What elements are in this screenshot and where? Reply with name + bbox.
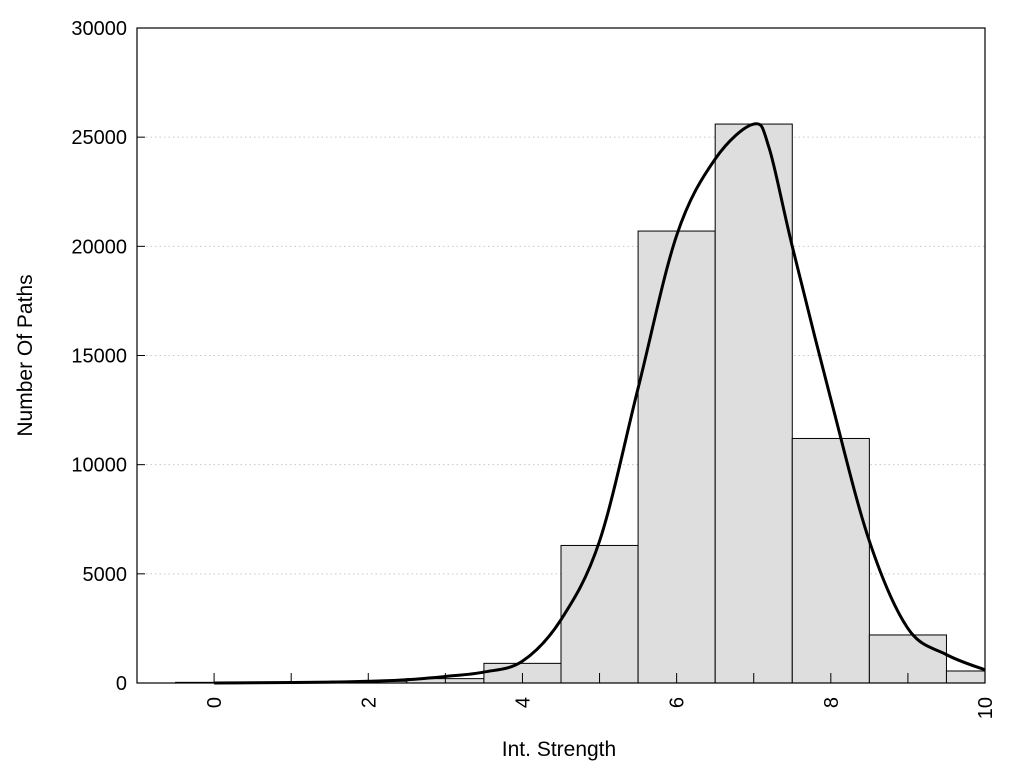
x-axis-title: Int. Strength	[502, 738, 616, 761]
x-tick-label: 10	[975, 697, 997, 719]
y-tick-label: 10000	[71, 455, 127, 477]
y-tick-label: 20000	[71, 236, 127, 258]
y-axis-ticks: 0 5000 10000 15000 20000 25000 30000	[71, 18, 145, 695]
x-tick-label: 2	[358, 697, 380, 708]
x-axis-ticks: 0 2 4 6 8 10	[204, 673, 997, 719]
y-tick-label: 0	[116, 673, 127, 695]
y-tick-label: 15000	[71, 346, 127, 368]
histogram-bar	[714, 123, 793, 684]
y-tick-label: 5000	[83, 564, 128, 586]
x-tick-label: 6	[667, 697, 689, 708]
y-tick-label: 25000	[71, 127, 127, 149]
histogram-bar	[560, 544, 639, 684]
y-tick-label: 30000	[71, 18, 127, 40]
x-tick-label: 4	[512, 697, 534, 708]
histogram-bar	[791, 437, 870, 684]
histogram-bar	[637, 230, 716, 684]
x-tick-label: 0	[204, 697, 226, 708]
bars	[175, 123, 986, 684]
x-tick-label: 8	[821, 697, 843, 708]
histogram-bar	[945, 670, 986, 684]
y-axis-title: Number Of Paths	[14, 274, 37, 436]
